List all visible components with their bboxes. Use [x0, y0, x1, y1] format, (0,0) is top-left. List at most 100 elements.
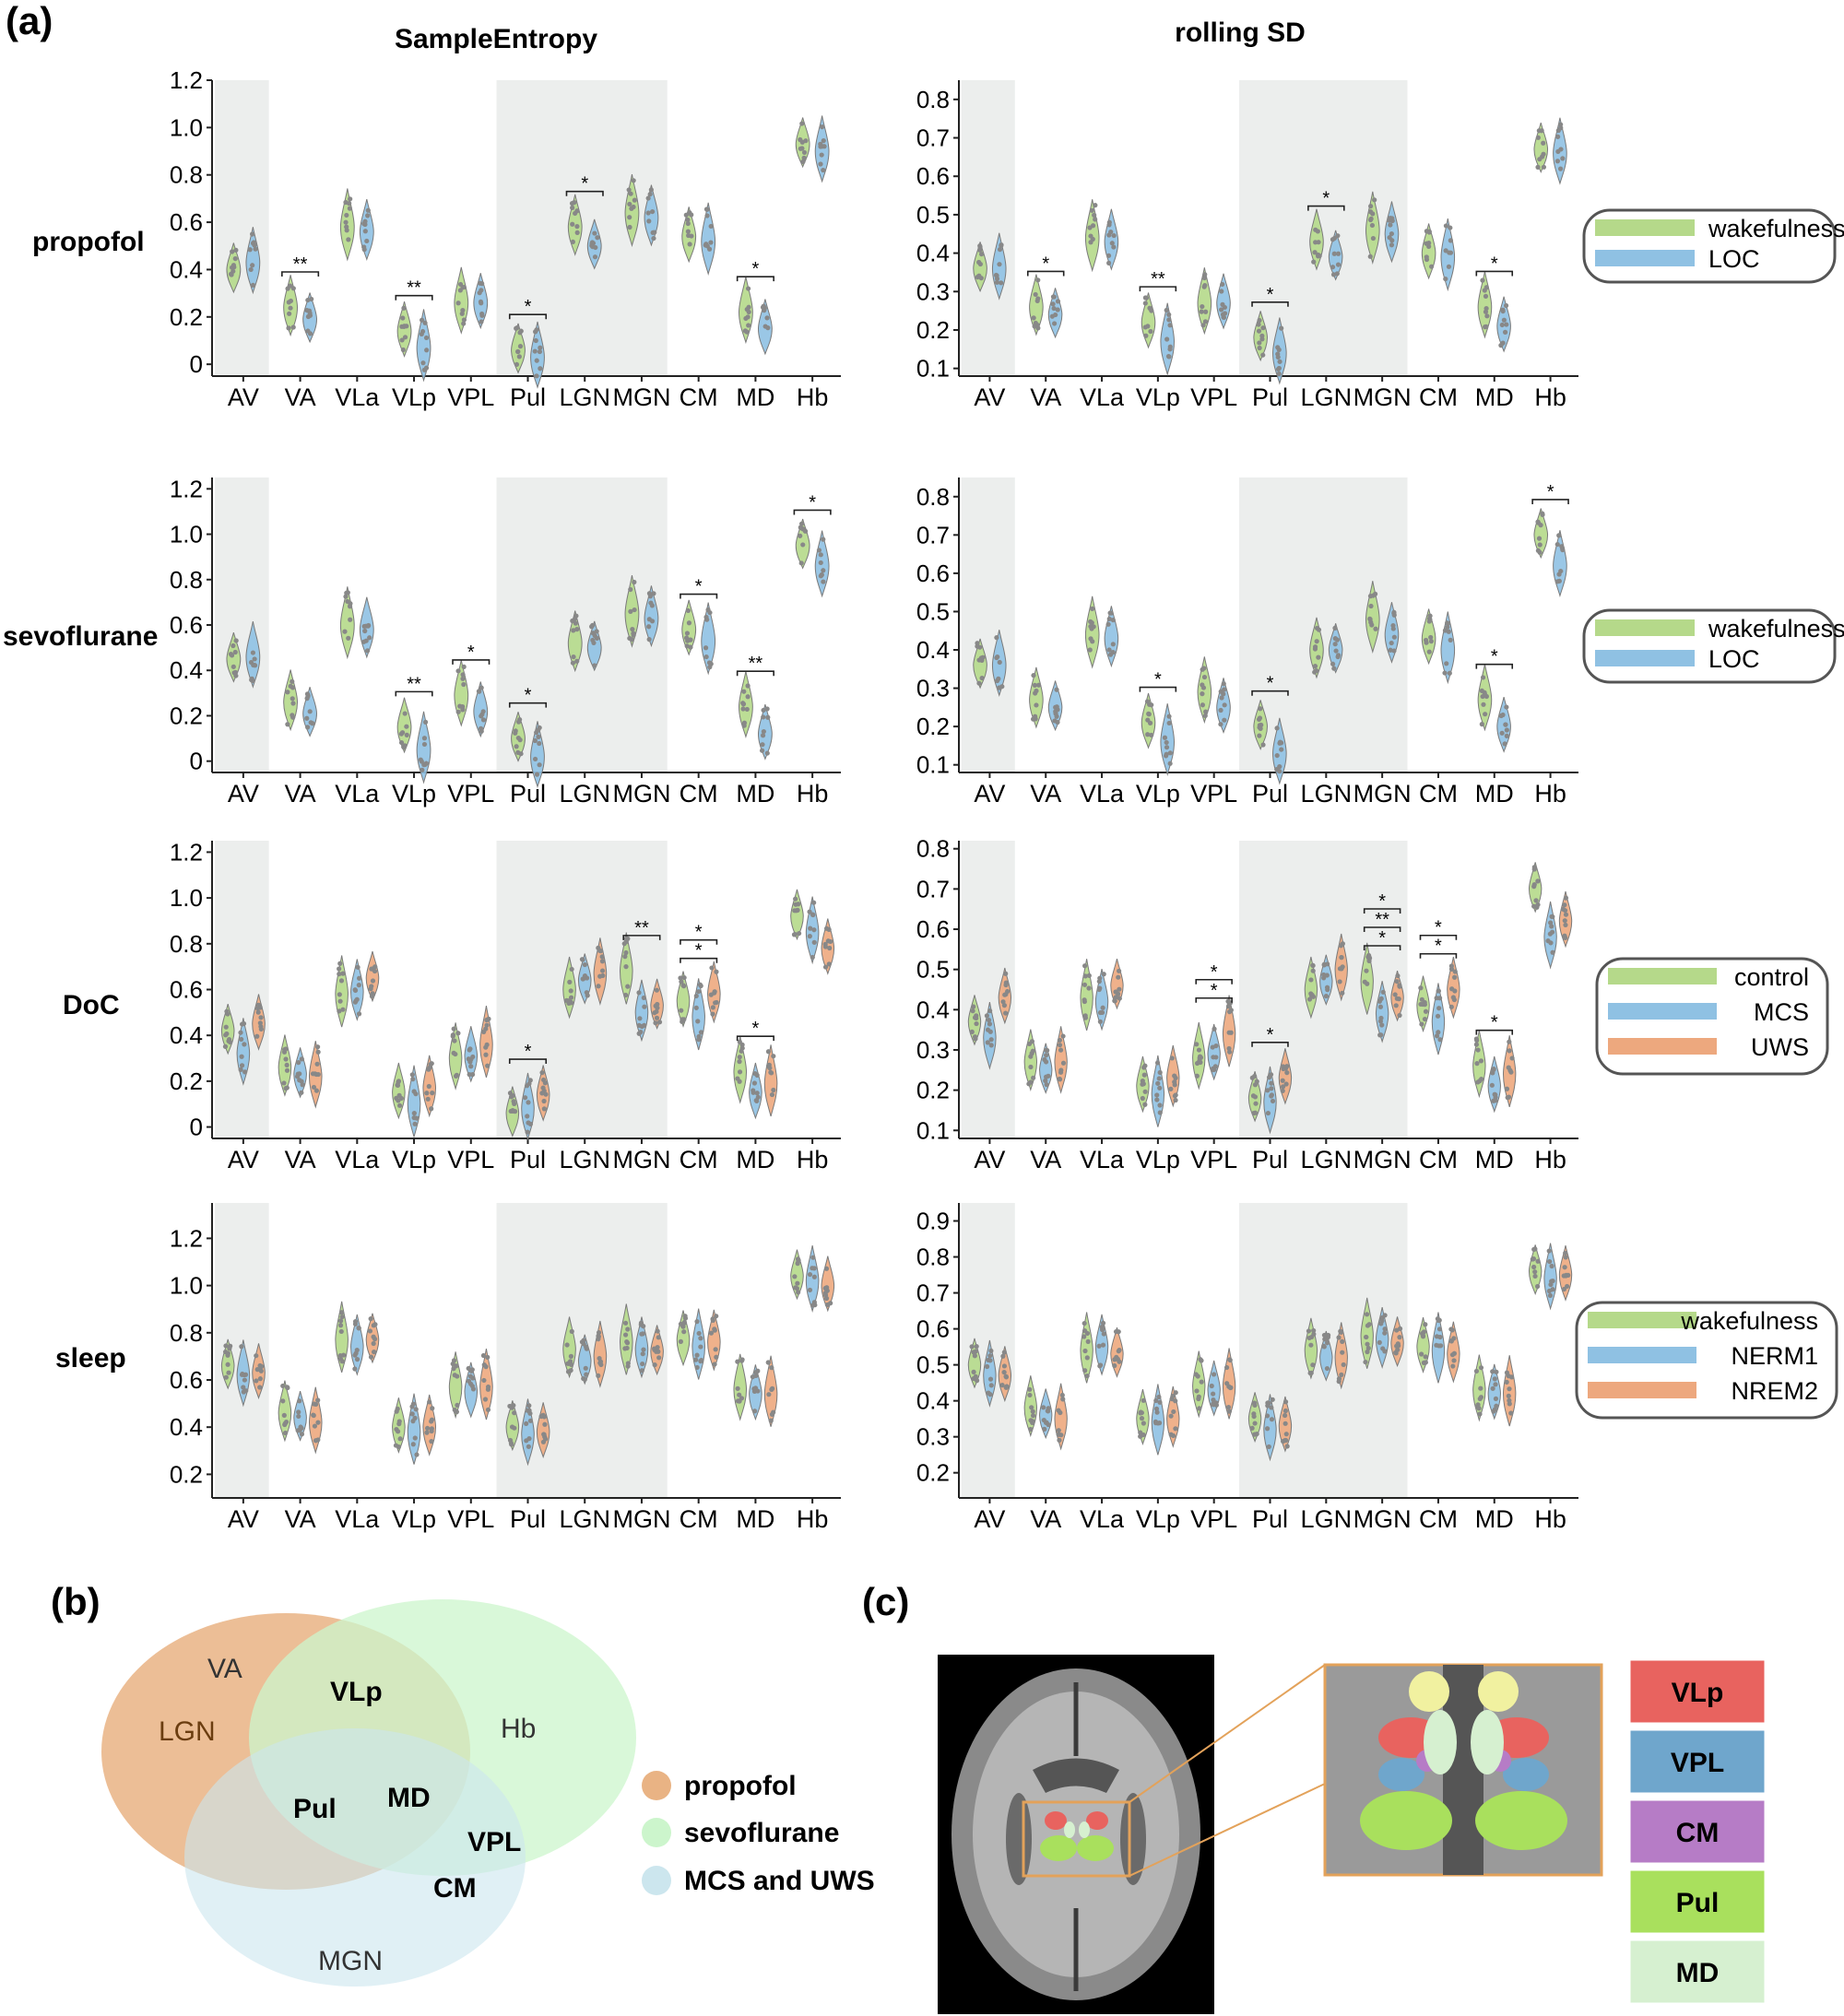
- data-point: [1277, 740, 1283, 746]
- data-point: [1051, 305, 1057, 312]
- data-point: [1550, 949, 1555, 955]
- data-point: [1096, 1343, 1102, 1349]
- data-point: [987, 1029, 993, 1034]
- data-point: [1280, 1088, 1285, 1094]
- data-point: [798, 533, 803, 538]
- data-point: [1001, 1003, 1008, 1008]
- data-point: [538, 345, 543, 350]
- data-point: [623, 964, 629, 970]
- data-point: [1330, 661, 1336, 666]
- data-point: [621, 941, 627, 947]
- y-tick-label: 0.4: [170, 1413, 203, 1441]
- data-point: [1394, 1343, 1400, 1349]
- significance-bracket: [680, 938, 718, 945]
- legend-swatch: [1588, 1312, 1696, 1328]
- zoom-md-left: [1424, 1710, 1457, 1774]
- data-point: [987, 1358, 993, 1363]
- data-point: [396, 1098, 401, 1103]
- legend-label: UWS: [1751, 1033, 1809, 1061]
- data-point: [401, 305, 407, 311]
- data-point: [1437, 1037, 1443, 1043]
- violin-mgn-wakefulness: [1365, 581, 1380, 654]
- data-point: [821, 536, 826, 542]
- significance-label: *: [581, 174, 588, 195]
- nuclei-swatch-pul: [1627, 1868, 1767, 1936]
- data-point: [596, 1334, 601, 1339]
- data-point: [628, 608, 633, 614]
- data-point: [1026, 1081, 1032, 1087]
- data-point: [483, 1052, 489, 1057]
- data-point: [1154, 1097, 1160, 1102]
- data-point: [1173, 1426, 1178, 1432]
- violin-vpl-wakefulness: [454, 266, 469, 335]
- data-point: [470, 1054, 476, 1060]
- significance-label: *: [1154, 670, 1162, 690]
- data-point: [820, 124, 825, 130]
- legend-label: wakefulness: [1680, 1307, 1818, 1335]
- data-point: [592, 254, 598, 260]
- data-point: [252, 656, 257, 662]
- significance-bracket: [1419, 934, 1458, 940]
- data-point: [233, 247, 239, 253]
- data-point: [826, 961, 832, 967]
- data-point: [400, 315, 406, 321]
- data-point: [1391, 648, 1397, 654]
- data-point: [290, 696, 295, 701]
- significance-label: **: [1151, 269, 1165, 289]
- data-point: [457, 281, 464, 288]
- data-point: [1546, 1288, 1552, 1294]
- data-point: [288, 305, 293, 311]
- venn-diagram: VA LGN VLp Hb Pul MD VPL CM MGN propofol…: [101, 1599, 875, 1987]
- data-point: [1097, 975, 1103, 981]
- data-point: [1555, 148, 1561, 154]
- data-point: [596, 984, 601, 989]
- data-point: [365, 213, 371, 218]
- y-tick-label: 0.4: [916, 240, 950, 267]
- data-point: [420, 360, 426, 366]
- data-point: [1489, 1082, 1495, 1088]
- data-point: [341, 1352, 347, 1358]
- data-point: [1340, 1350, 1345, 1355]
- data-point: [532, 737, 538, 744]
- data-point: [1219, 695, 1224, 701]
- data-point: [1448, 1004, 1454, 1009]
- data-point: [632, 579, 637, 585]
- data-point: [1210, 1044, 1215, 1050]
- data-point: [627, 201, 632, 207]
- y-tick-label: 0.3: [916, 675, 950, 702]
- data-point: [737, 1059, 742, 1065]
- data-point: [1101, 972, 1106, 977]
- violin-md-wakefulness: [733, 1353, 748, 1421]
- x-tick-label: VLp: [392, 780, 436, 808]
- column-title-rolling-sd: rolling SD: [1175, 18, 1306, 48]
- data-point: [598, 1362, 604, 1368]
- data-point: [250, 231, 255, 237]
- significance-bracket: [793, 509, 832, 515]
- data-point: [223, 1343, 229, 1349]
- violin-vpl-loc: [1216, 273, 1231, 330]
- y-tick-label: 0.4: [916, 1387, 950, 1415]
- data-point: [1142, 295, 1148, 301]
- data-point: [1494, 1369, 1499, 1374]
- data-point: [1265, 1088, 1271, 1093]
- violin-va-wakefulness: [1029, 666, 1044, 729]
- data-point: [315, 1437, 321, 1443]
- data-point: [1554, 159, 1561, 164]
- data-point: [1266, 1400, 1271, 1406]
- data-point: [623, 1332, 629, 1338]
- y-tick-label: 1.0: [170, 1272, 203, 1300]
- significance-label: *: [525, 297, 532, 317]
- data-point: [639, 1368, 644, 1373]
- data-point: [696, 1330, 702, 1337]
- violin-vpl-nerm1: [464, 1362, 479, 1419]
- data-point: [807, 1271, 813, 1278]
- data-point: [1003, 971, 1009, 976]
- data-point: [1481, 701, 1486, 707]
- data-point: [1054, 713, 1059, 719]
- data-point: [250, 282, 256, 288]
- data-point: [479, 312, 485, 318]
- data-point: [1049, 313, 1055, 319]
- data-point: [285, 690, 290, 695]
- data-point: [625, 984, 631, 989]
